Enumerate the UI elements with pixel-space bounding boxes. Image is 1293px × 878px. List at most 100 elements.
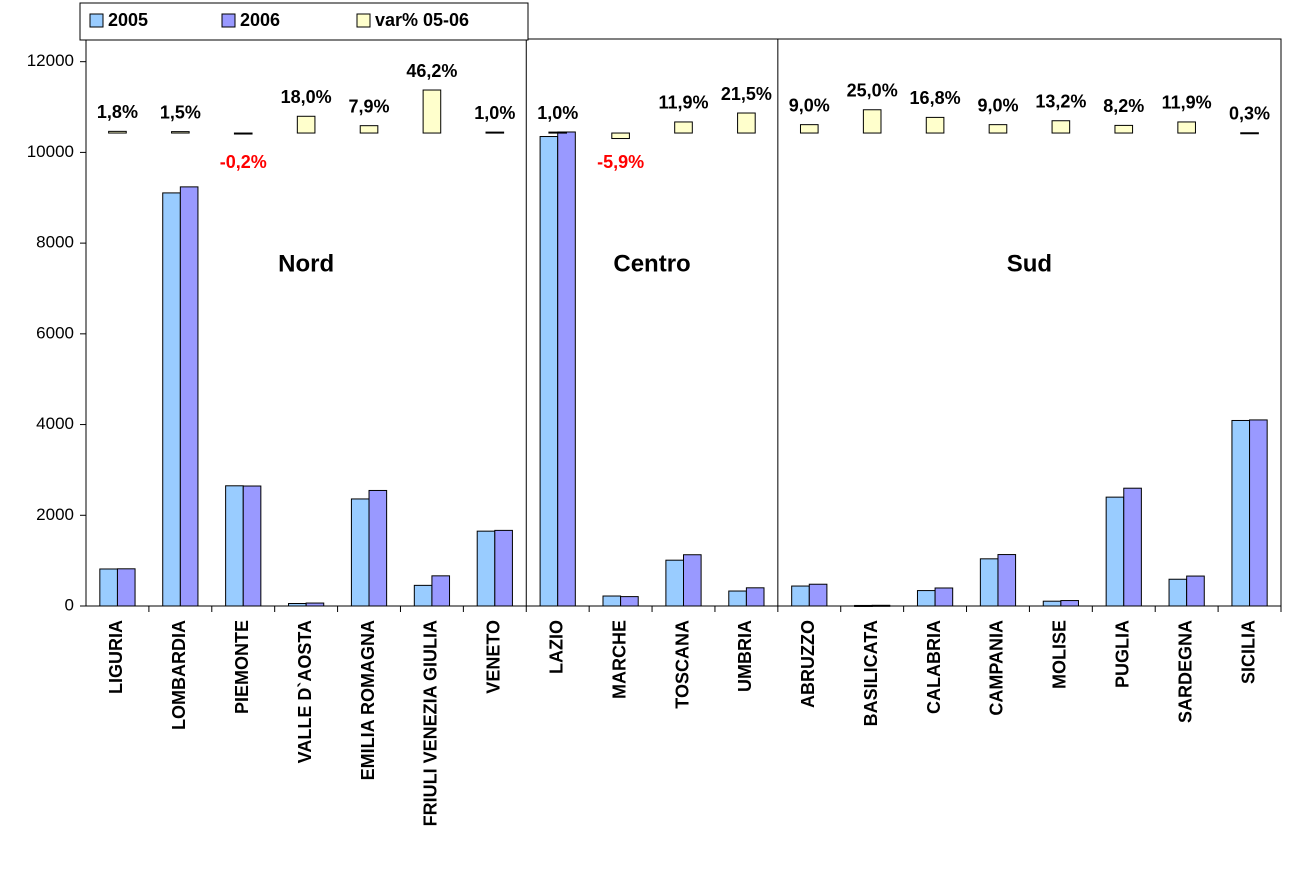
bar (422, 89, 442, 134)
bar (1240, 132, 1259, 135)
x-tick-label: SARDEGNA (1175, 620, 1195, 723)
bar (368, 489, 388, 607)
y-tick-label: 10000 (27, 142, 74, 161)
value-label: 1,5% (160, 102, 201, 122)
bar (1114, 124, 1134, 134)
region-label: Nord (278, 250, 334, 277)
legend-swatch (89, 13, 104, 28)
value-label: 18,0% (281, 87, 332, 107)
legend-swatch (356, 13, 371, 28)
bar (1177, 121, 1196, 134)
x-tick-label: VALLE D`AOSTA (295, 620, 315, 763)
bar (99, 568, 118, 607)
bar (791, 585, 810, 607)
bar (611, 132, 630, 140)
bar (620, 596, 639, 607)
x-tick-label: MARCHE (609, 620, 629, 699)
legend-label: var% 05-06 (375, 10, 469, 30)
bar (494, 529, 513, 607)
x-tick-label: FRIULI VENEZIA GIULIA (421, 620, 441, 826)
value-label: 13,2% (1035, 91, 1086, 111)
bar (1231, 419, 1251, 607)
x-tick-label: ABRUZZO (798, 620, 818, 708)
bar (548, 131, 568, 134)
value-label: 46,2% (406, 61, 457, 81)
value-label: 16,8% (910, 88, 961, 108)
value-label: 1,0% (474, 103, 515, 123)
x-tick-label: UMBRIA (735, 620, 755, 692)
bar (988, 124, 1008, 134)
bar (557, 131, 576, 607)
legend-swatch (221, 13, 236, 28)
x-tick-label: BASILICATA (861, 620, 881, 726)
x-tick-label: PIEMONTE (232, 620, 252, 714)
value-label: 8,2% (1103, 96, 1144, 116)
bar (925, 116, 945, 134)
bar (431, 575, 451, 607)
bar (1123, 487, 1142, 607)
x-tick-label: PUGLIA (1113, 620, 1133, 688)
legend-box (79, 2, 529, 41)
bar (1105, 496, 1125, 607)
value-label: 1,0% (537, 103, 578, 123)
legend-label: 2006 (240, 10, 280, 30)
bar (413, 584, 433, 607)
x-tick-label: TOSCANA (672, 620, 692, 709)
value-label: 25,0% (847, 81, 898, 101)
region-label: Sud (1007, 250, 1052, 277)
bar (476, 530, 496, 607)
bar (728, 590, 747, 607)
x-tick-label: CALABRIA (924, 620, 944, 714)
value-label: 21,5% (721, 84, 772, 104)
y-tick-label: 0 (65, 595, 74, 614)
bar (1168, 578, 1188, 607)
x-tick-label: EMILIA ROMAGNA (358, 620, 378, 780)
x-tick-label: LOMBARDIA (169, 620, 189, 730)
bar (979, 558, 999, 607)
bar (1042, 600, 1062, 607)
value-label: -0,2% (220, 152, 267, 172)
bar (745, 587, 765, 607)
y-tick-label: 8000 (36, 233, 74, 252)
bar (997, 554, 1017, 607)
x-tick-label: VENETO (484, 620, 504, 694)
bar (683, 554, 702, 607)
x-tick-label: SICILIA (1238, 620, 1258, 684)
y-tick-label: 6000 (36, 323, 74, 342)
bar (602, 595, 622, 607)
bar (1051, 120, 1071, 134)
x-tick-label: CAMPANIA (987, 620, 1007, 716)
bar (862, 109, 882, 134)
y-tick-label: 12000 (27, 51, 74, 70)
value-label: 9,0% (977, 95, 1018, 115)
bar (179, 186, 199, 607)
value-label: 1,8% (97, 102, 138, 122)
bar (350, 498, 370, 607)
bar (737, 112, 756, 134)
value-label: 11,9% (658, 93, 708, 113)
bar (1249, 419, 1268, 607)
bar (1060, 600, 1079, 607)
bar (674, 121, 693, 134)
bar (296, 115, 316, 134)
legend-label: 2005 (108, 10, 148, 30)
bar (808, 583, 828, 607)
y-tick-label: 4000 (36, 414, 74, 433)
x-tick-label: MOLISE (1050, 620, 1070, 689)
bar (233, 132, 253, 135)
bar (485, 131, 505, 134)
bar (225, 485, 244, 607)
bar (116, 568, 136, 607)
bar (539, 136, 559, 607)
bar (162, 192, 181, 607)
value-label: -5,9% (597, 152, 644, 172)
value-label: 0,3% (1229, 104, 1270, 124)
x-tick-label: LIGURIA (106, 620, 126, 694)
bar (171, 131, 190, 134)
value-label: 11,9% (1162, 93, 1212, 113)
bar (242, 485, 262, 607)
bar (799, 124, 819, 134)
bar (108, 130, 127, 134)
region-label: Centro (613, 250, 690, 277)
